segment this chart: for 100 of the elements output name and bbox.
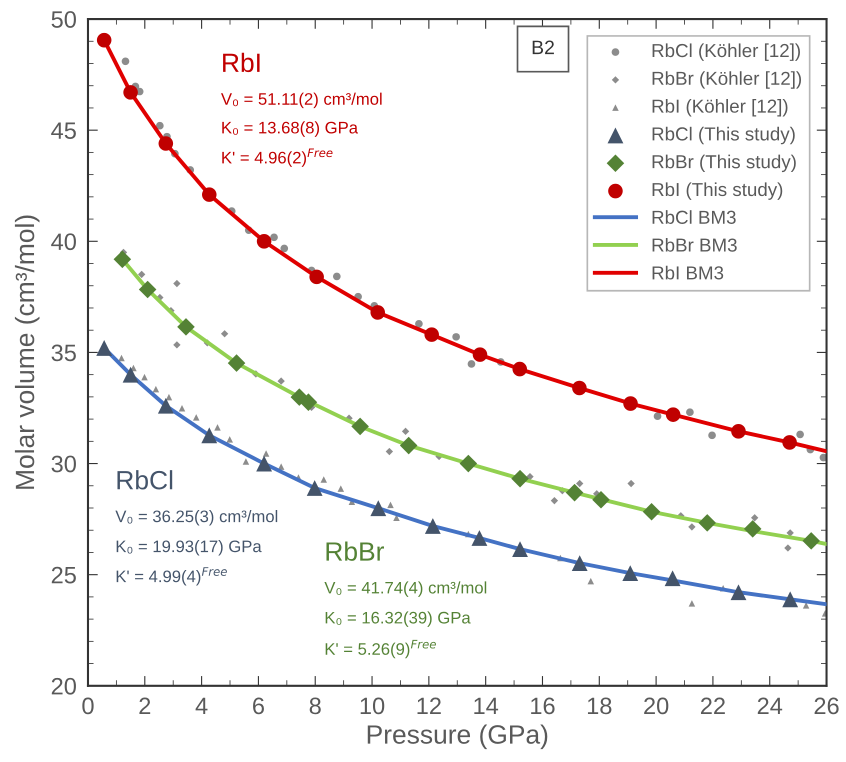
point (306, 480, 323, 496)
x-axis-title: Pressure (GPa) (368, 724, 548, 750)
x-tick-label: 26 (814, 698, 839, 714)
point (309, 270, 324, 284)
point (300, 393, 318, 411)
annotation: V₀ = 51.11(2) cm³/mol (220, 92, 382, 108)
point (138, 280, 156, 298)
point (424, 518, 441, 534)
point (572, 380, 587, 396)
y-tick-label: 40 (51, 233, 76, 250)
point (387, 502, 394, 508)
x-tick-label: 6 (253, 698, 264, 714)
point (572, 555, 588, 572)
y-axis-title: Molar volume (cm³/mol) (14, 216, 40, 489)
annotation: K₀ = 13.68(8) GPa (222, 121, 358, 137)
legend-label: RbI (Köhler [12]) (652, 99, 788, 116)
point (173, 341, 181, 349)
y-tick-label: 20 (52, 678, 76, 695)
point (452, 333, 460, 341)
point (96, 340, 112, 356)
point (214, 424, 221, 431)
point (654, 412, 662, 420)
point (460, 454, 478, 472)
point (166, 394, 172, 400)
annotation: K' = 5.26(9)$^{Free}$ (326, 640, 436, 658)
point (277, 377, 285, 385)
x-tick-label: 12 (418, 698, 441, 714)
legend-label: RbBr (This study) (652, 154, 796, 172)
point (320, 476, 328, 483)
point (730, 584, 746, 600)
legend-label: RbI (This study) (652, 182, 782, 200)
point (96, 32, 112, 48)
annotation: K' = 4.96(2)$^{Free}$ (222, 148, 333, 167)
point (627, 480, 635, 488)
point (156, 122, 164, 130)
legend-label: RbCl BM3 (652, 210, 736, 224)
point (114, 250, 132, 268)
point (158, 136, 174, 151)
point (550, 496, 558, 504)
point (192, 414, 200, 421)
y-tick-label: 35 (52, 344, 76, 362)
point (333, 272, 341, 280)
annotation: V₀ = 36.25(3) cm³/mol (115, 510, 278, 526)
point (220, 330, 228, 338)
point (351, 418, 369, 436)
point (400, 436, 418, 454)
point (526, 472, 534, 480)
point (472, 530, 488, 546)
point (468, 360, 476, 368)
point (802, 532, 820, 550)
point (511, 470, 529, 488)
point (688, 523, 696, 531)
point (402, 428, 410, 435)
point (566, 484, 584, 502)
x-tick-label: 14 (474, 698, 498, 714)
legend-label: RbCl (This study) (652, 126, 795, 144)
point (256, 456, 272, 472)
annotation: K₀ = 19.93(17) GPa (116, 540, 262, 556)
point (226, 436, 233, 443)
point (122, 366, 139, 383)
point (415, 320, 423, 328)
point (698, 514, 716, 532)
y-tick-label: 25 (52, 566, 76, 584)
legend-label: RbCl (Köhler [12]) (652, 43, 800, 61)
point (122, 57, 130, 66)
y-tick-label: 50 (52, 11, 76, 28)
point (262, 450, 270, 457)
point (686, 408, 694, 416)
point (642, 502, 660, 521)
annotation: K' = 4.99(4)$^{Free}$ (116, 567, 227, 586)
annotation: V₀ = 41.74(4) cm³/mol (324, 581, 486, 597)
point (472, 347, 488, 362)
point (118, 354, 125, 362)
x-tick-label: 18 (588, 698, 612, 714)
point (158, 398, 174, 414)
point (708, 432, 716, 440)
point (731, 424, 746, 439)
point (782, 591, 798, 608)
x-tick-label: 10 (360, 698, 384, 714)
point (796, 430, 804, 438)
point (688, 600, 696, 607)
point (152, 386, 160, 392)
point (138, 270, 146, 278)
point (201, 427, 218, 444)
x-tick-label: 8 (310, 698, 321, 714)
point (228, 354, 246, 372)
annotation: RbBr (326, 541, 384, 561)
x-tick-label: 24 (758, 698, 782, 714)
legend-label: RbBr BM3 (652, 238, 737, 252)
point (173, 280, 181, 288)
point (338, 485, 344, 492)
x-tick-label: 4 (196, 698, 208, 714)
point (744, 520, 762, 538)
point (424, 327, 439, 342)
point (622, 565, 638, 582)
point (623, 396, 638, 411)
point (123, 85, 138, 100)
point (202, 187, 217, 202)
point (666, 407, 680, 422)
point (588, 578, 594, 584)
